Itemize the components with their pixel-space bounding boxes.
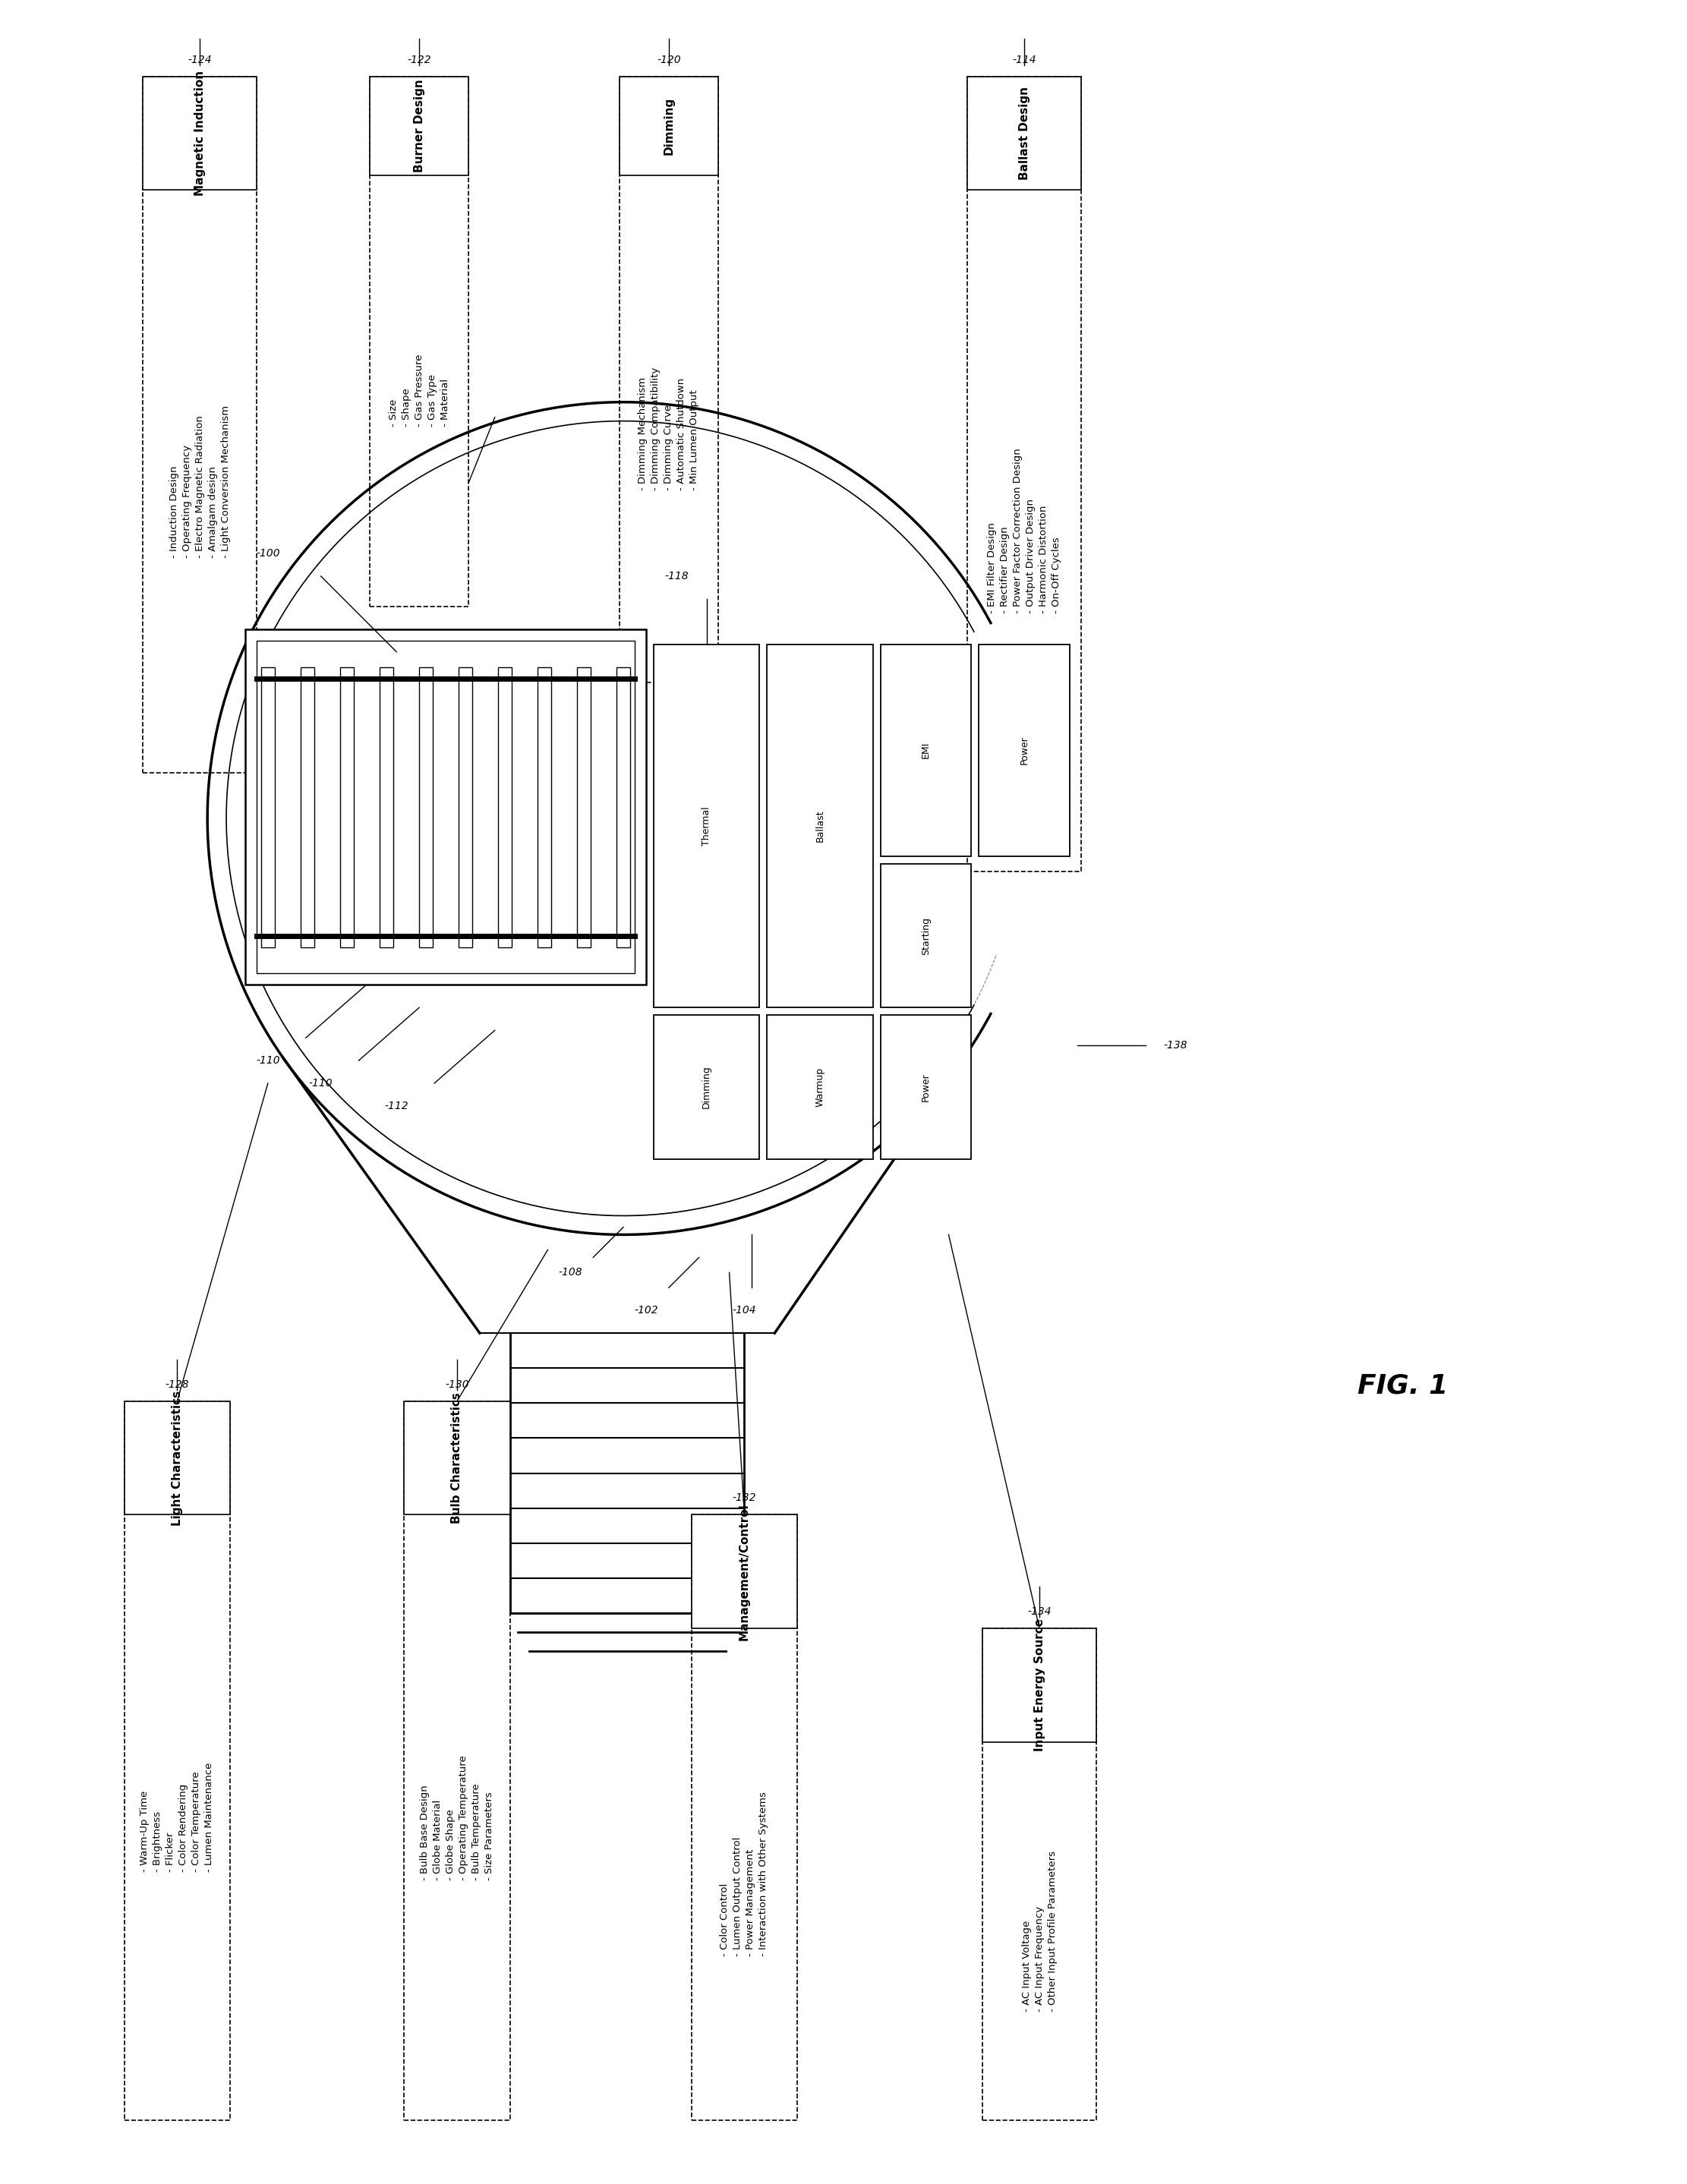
Bar: [459, 666, 472, 948]
Bar: [978, 644, 1070, 856]
Bar: [418, 666, 432, 948]
Bar: [982, 1629, 1097, 2121]
Bar: [768, 1016, 872, 1160]
Text: Input Energy Source: Input Energy Source: [1034, 1618, 1044, 1752]
Text: -114: -114: [1012, 55, 1036, 66]
Text: Light Characteristics: Light Characteristics: [172, 1391, 182, 1527]
Text: Dimming: Dimming: [702, 1066, 712, 1109]
Text: Management/Control: Management/Control: [739, 1503, 751, 1640]
Text: -128: -128: [165, 1380, 189, 1389]
Text: -118: -118: [665, 570, 688, 581]
Bar: [881, 644, 972, 856]
Text: - Warm-Up Time
- Brightness
- Flicker
- Color Rendering
- Color Temperature
- Lu: - Warm-Up Time - Brightness - Flicker - …: [140, 1762, 214, 1872]
Text: -110: -110: [309, 1079, 332, 1088]
Text: -112: -112: [385, 1101, 408, 1112]
Bar: [125, 1402, 229, 1516]
Text: -130: -130: [445, 1380, 469, 1389]
Text: Thermal: Thermal: [702, 806, 712, 845]
Bar: [380, 666, 393, 948]
Text: Ballast: Ballast: [815, 810, 825, 843]
Text: - Bulb Base Design
- Globe Material
- Globe Shape
- Operating Temperature
- Bulb: - Bulb Base Design - Globe Material - Gl…: [420, 1756, 494, 1880]
Text: - Induction Design
- Operating Frequency
- Electro Magnetic Radiation
- Amalgam : - Induction Design - Operating Frequency…: [169, 406, 231, 557]
Bar: [881, 865, 972, 1007]
Text: Dimming: Dimming: [663, 96, 675, 155]
Text: -132: -132: [732, 1492, 756, 1503]
Bar: [369, 76, 469, 175]
Bar: [692, 1516, 798, 1629]
Bar: [768, 644, 872, 1007]
Text: - AC Input Voltage
- AC Input Frequency
- Other Input Profile Parameters: - AC Input Voltage - AC Input Frequency …: [1022, 1850, 1058, 2011]
Text: - Color Control
- Lumen Output Control
- Power Management
- Interaction with Oth: - Color Control - Lumen Output Control -…: [720, 1791, 769, 1957]
Bar: [341, 666, 354, 948]
Bar: [498, 666, 511, 948]
Text: - EMI Filter Design
- Rectifier Design
- Power Factor Correction Design
- Output: - EMI Filter Design - Rectifier Design -…: [987, 448, 1061, 614]
Text: Burner Design: Burner Design: [413, 79, 425, 173]
Text: -102: -102: [634, 1306, 658, 1315]
Bar: [577, 666, 590, 948]
Bar: [653, 644, 759, 1007]
Text: - Dimming Mechanism
- Dimming Compatibility
- Dimming Curve
- Automatic Shutdown: - Dimming Mechanism - Dimming Compatibil…: [638, 367, 700, 489]
Bar: [261, 666, 275, 948]
Text: - Size
- Shape
- Gas Pressure
- Gas Type
- Material: - Size - Shape - Gas Pressure - Gas Type…: [388, 354, 450, 426]
Bar: [653, 1016, 759, 1160]
Text: -100: -100: [256, 548, 280, 559]
Bar: [143, 76, 256, 190]
Bar: [125, 1402, 229, 2121]
Bar: [300, 666, 314, 948]
Text: Warmup: Warmup: [815, 1068, 825, 1107]
Text: Bulb Characteristics: Bulb Characteristics: [452, 1393, 462, 1524]
Text: -134: -134: [1027, 1605, 1051, 1616]
Bar: [538, 666, 552, 948]
Text: FIG. 1: FIG. 1: [1358, 1374, 1447, 1400]
Text: Power: Power: [921, 1072, 931, 1101]
Text: -104: -104: [732, 1306, 756, 1315]
Bar: [982, 1629, 1097, 1743]
Bar: [405, 1402, 509, 1516]
Text: Starting: Starting: [921, 917, 931, 954]
Text: Power: Power: [1019, 736, 1029, 764]
Bar: [143, 76, 256, 773]
Text: Ballast Design: Ballast Design: [1019, 87, 1031, 179]
Bar: [692, 1516, 798, 2121]
Bar: [619, 76, 719, 681]
Bar: [369, 76, 469, 607]
Bar: [619, 76, 719, 175]
Text: -108: -108: [558, 1267, 582, 1278]
Bar: [256, 640, 634, 974]
Bar: [245, 629, 646, 985]
Text: EMI: EMI: [921, 743, 931, 758]
Text: Magnetic Induction: Magnetic Induction: [194, 70, 206, 197]
Text: -124: -124: [187, 55, 213, 66]
Bar: [968, 76, 1081, 871]
Bar: [968, 76, 1081, 190]
Text: -138: -138: [1164, 1040, 1188, 1051]
Bar: [881, 1016, 972, 1160]
Bar: [405, 1402, 509, 2121]
Text: -120: -120: [656, 55, 682, 66]
Bar: [616, 666, 631, 948]
Text: -122: -122: [407, 55, 432, 66]
Text: -110: -110: [256, 1055, 280, 1066]
